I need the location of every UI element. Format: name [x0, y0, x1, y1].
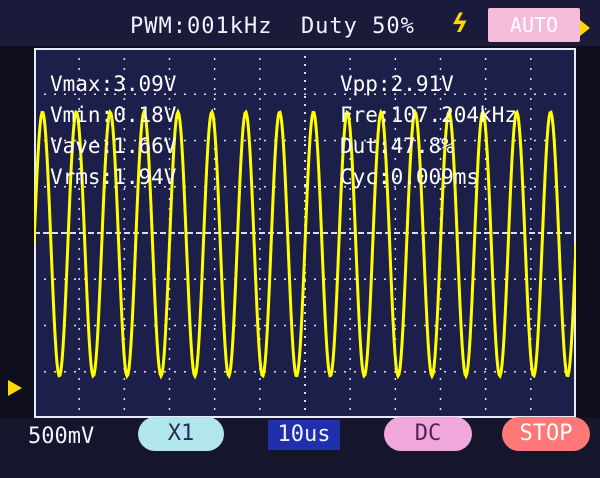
trigger-edge-icon[interactable]: ϟ	[452, 9, 468, 39]
trigger-level-marker-icon	[580, 20, 590, 36]
top-status-bar: PWM:001kHz Duty 50% ϟ AUTO	[0, 0, 600, 46]
pwm-status: PWM:001kHz Duty 50%	[130, 14, 415, 39]
signal-trace	[34, 108, 576, 380]
measurement-cycle: Cyc:0.009ms	[340, 165, 480, 189]
trigger-mode-button[interactable]: AUTO	[488, 8, 580, 42]
measurement-vrms: Vrms:1.94V	[50, 165, 177, 189]
probe-attenuation-button[interactable]: X1	[138, 417, 224, 451]
measurement-vave: Vave:1.66V	[50, 134, 177, 158]
measurement-vmax: Vmax:3.09V	[50, 72, 177, 96]
waveform-display	[34, 48, 576, 418]
measurement-duty: Dut:47.8%	[340, 134, 454, 158]
measurement-vpp: Vpp:2.91V	[340, 72, 454, 96]
coupling-button[interactable]: DC	[384, 417, 472, 451]
waveform-plot	[34, 48, 576, 418]
channel-ground-marker-icon	[8, 380, 22, 396]
measurement-frequency: Fre:107.204kHz	[340, 103, 518, 127]
run-stop-button[interactable]: STOP	[502, 417, 590, 451]
measurement-vmin: Vmin:0.18V	[50, 103, 177, 127]
time-per-div-button[interactable]: 10us	[268, 420, 340, 450]
volts-per-div-label[interactable]: 500mV	[28, 424, 95, 449]
